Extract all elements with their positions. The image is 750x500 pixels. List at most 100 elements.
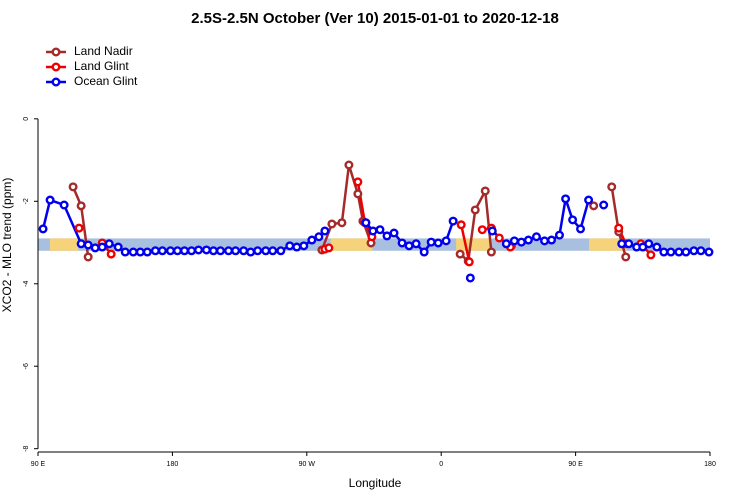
legend-marker (51, 62, 61, 72)
point (128, 247, 138, 257)
point (231, 246, 241, 256)
point (470, 205, 480, 215)
point (59, 200, 69, 210)
point (584, 195, 594, 205)
y-tick-label: -8 (23, 445, 30, 451)
point (76, 239, 86, 249)
point (320, 226, 330, 236)
point (165, 246, 175, 256)
point (104, 239, 114, 249)
point (621, 252, 631, 262)
point (106, 249, 116, 259)
point (426, 237, 436, 247)
point (90, 243, 100, 253)
point (644, 239, 654, 249)
legend-marker (51, 77, 61, 87)
point (337, 218, 347, 228)
point (419, 247, 429, 257)
point (617, 239, 627, 249)
point (285, 241, 295, 251)
x-tick-label: 90 E (568, 461, 583, 468)
point (353, 177, 363, 187)
point (368, 226, 378, 236)
point (659, 247, 669, 257)
point (142, 247, 152, 257)
point (540, 236, 550, 246)
point (486, 247, 496, 257)
legend-label: Land Glint (74, 59, 129, 73)
point (76, 201, 86, 211)
point (646, 250, 656, 260)
point (456, 220, 466, 230)
point (276, 246, 286, 256)
point (172, 246, 182, 256)
point (344, 160, 354, 170)
point (480, 186, 490, 196)
y-tick-label: -6 (23, 363, 30, 369)
x-tick-label: 180 (167, 461, 179, 468)
point (464, 257, 474, 267)
point (441, 236, 451, 246)
point (74, 223, 84, 233)
point (179, 246, 189, 256)
point (194, 245, 204, 255)
chart-title: 2.5S-2.5N October (Ver 10) 2015-01-01 to… (191, 10, 559, 27)
point (261, 246, 271, 256)
x-tick-label: 0 (439, 461, 443, 468)
x-tick-label: 180 (704, 461, 716, 468)
point (268, 246, 278, 256)
point (246, 247, 256, 257)
point (448, 216, 458, 226)
point (509, 236, 519, 246)
point (404, 241, 414, 251)
point (324, 243, 334, 253)
point (652, 242, 662, 252)
point (614, 223, 624, 233)
y-tick-label: 0 (23, 117, 30, 121)
point (208, 246, 218, 256)
point (382, 231, 392, 241)
point (353, 189, 363, 199)
point (704, 247, 714, 257)
point (299, 241, 309, 251)
point (561, 194, 571, 204)
point (607, 182, 617, 192)
point (411, 239, 421, 249)
point (568, 215, 578, 225)
point (97, 242, 107, 252)
point (501, 239, 511, 249)
point (327, 219, 337, 229)
point (477, 225, 487, 235)
point (375, 225, 385, 235)
legend-label: Land Nadir (74, 44, 133, 58)
point (547, 235, 557, 245)
legend-marker (51, 47, 61, 57)
point (689, 246, 699, 256)
point (239, 246, 249, 256)
point (666, 247, 676, 257)
point (253, 246, 263, 256)
point (135, 247, 145, 257)
point (433, 238, 443, 248)
point (38, 224, 48, 234)
x-tick-label: 90 E (31, 461, 46, 468)
point (45, 195, 55, 205)
point (83, 240, 93, 250)
point (681, 247, 691, 257)
point (307, 235, 317, 245)
point (215, 246, 225, 256)
point (187, 246, 197, 256)
point (68, 182, 78, 192)
point (531, 232, 541, 242)
point (487, 226, 497, 236)
land-band (589, 238, 627, 251)
point (157, 246, 167, 256)
point (83, 252, 93, 262)
point (674, 247, 684, 257)
x-axis-label: Longitude (349, 476, 402, 490)
point (523, 235, 533, 245)
point (150, 246, 160, 256)
y-tick-label: -4 (23, 281, 30, 287)
point (389, 228, 399, 238)
